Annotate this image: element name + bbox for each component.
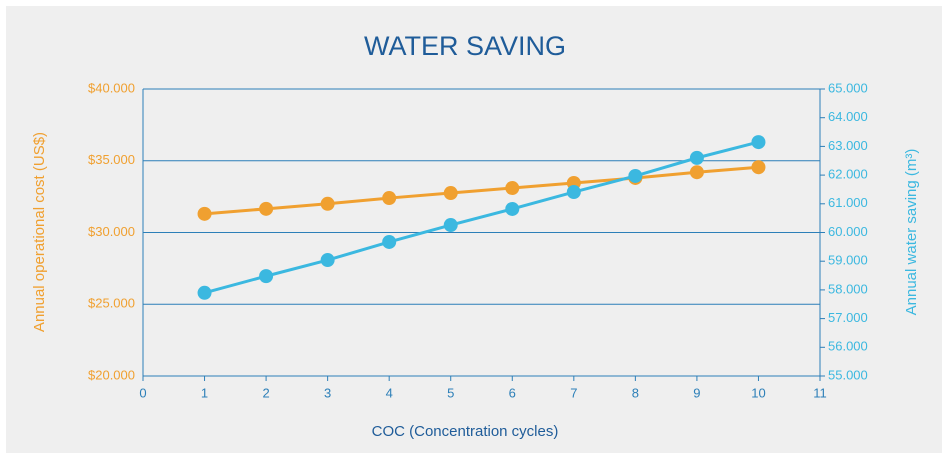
chart-title: WATER SAVING [364, 31, 566, 61]
x-tick-label: 5 [447, 385, 454, 400]
point [259, 201, 274, 216]
x-tick-label: 0 [139, 385, 146, 400]
y-tick-label: $30.000 [88, 224, 135, 239]
y-tick-label: $35.000 [88, 152, 135, 167]
point [197, 206, 212, 221]
series-line [204, 165, 759, 216]
point [505, 201, 520, 216]
point [689, 165, 704, 180]
point [259, 269, 274, 284]
point [751, 135, 766, 150]
y2-tick-label: 57.000 [828, 310, 868, 325]
point [382, 234, 397, 249]
point [689, 150, 704, 165]
y2-tick-label: 55.000 [828, 367, 868, 382]
x-tick-label: 1 [201, 385, 208, 400]
point [197, 285, 212, 300]
series-line [204, 140, 759, 295]
x-tick-label: 9 [693, 385, 700, 400]
point [320, 253, 335, 268]
point [566, 185, 581, 200]
y-axis-label: Annual operational cost (US$) [31, 132, 48, 332]
x-tick-label: 10 [751, 385, 765, 400]
y-tick-label: $20.000 [88, 367, 135, 382]
point [382, 191, 397, 206]
y2-tick-label: 60.000 [828, 224, 868, 239]
y-tick-label: $25.000 [88, 296, 135, 311]
point [443, 218, 458, 233]
x-tick-label: 8 [632, 385, 639, 400]
y2-tick-label: 64.000 [828, 109, 868, 124]
y2-tick-label: 63.000 [828, 138, 868, 153]
point [320, 196, 335, 211]
point [628, 168, 643, 183]
y2-tick-label: 56.000 [828, 339, 868, 354]
y2-tick-label: 62.000 [828, 167, 868, 182]
point [443, 186, 458, 201]
x-tick-label: 3 [324, 385, 331, 400]
y2-tick-label: 65.000 [828, 80, 868, 95]
x-axis-label: COC (Concentration cycles) [372, 423, 559, 440]
x-tick-label: 2 [262, 385, 269, 400]
y-tick-label: $40.000 [88, 80, 135, 95]
y2-tick-label: 59.000 [828, 253, 868, 268]
x-tick-label: 11 [813, 385, 827, 400]
y2-tick-label: 58.000 [828, 281, 868, 296]
y2-axis-label: Annual water saving (m³) [903, 149, 920, 316]
x-tick-label: 7 [570, 385, 577, 400]
point [751, 160, 766, 175]
point [505, 181, 520, 196]
x-tick-label: 6 [509, 385, 516, 400]
background [6, 6, 942, 453]
y2-tick-label: 61.000 [828, 195, 868, 210]
x-tick-label: 4 [386, 385, 393, 400]
